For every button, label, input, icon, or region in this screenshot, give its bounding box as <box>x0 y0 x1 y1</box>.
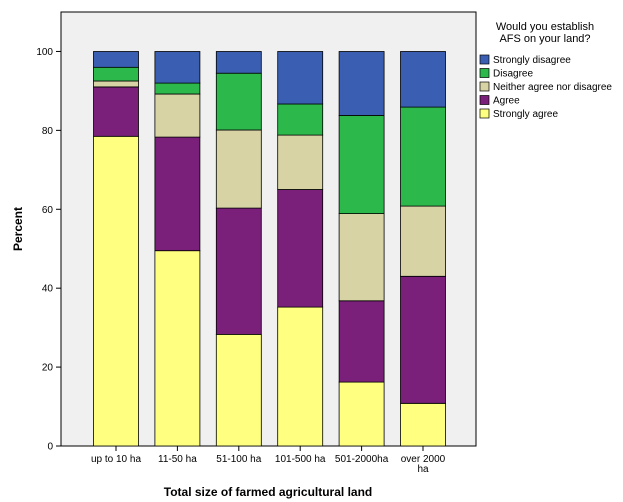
bar-segment-c5-s4 <box>400 51 446 108</box>
legend-label-2: Neither agree nor disagree <box>493 82 612 93</box>
bar-segment-c3-s0 <box>277 306 324 447</box>
y-tick-label-0: 0 <box>47 442 53 453</box>
bar-segment-c1-s2 <box>154 93 201 138</box>
bar-segment-c2-s2 <box>215 129 262 209</box>
bar-segment-c0-s3 <box>93 66 139 82</box>
bar-segment-c5-s3 <box>400 106 446 207</box>
x-tick-label-0: up to 10 ha <box>91 454 141 465</box>
legend-swatch-2 <box>479 81 490 92</box>
bar-segment-c5-s2 <box>400 205 446 277</box>
y-tick-label-1: 20 <box>42 363 54 374</box>
x-tick-label-1: 11-50 ha <box>158 454 197 465</box>
bar-segment-c4-s3 <box>338 115 385 214</box>
x-tick-label-2: 51-100 ha <box>216 454 261 465</box>
legend-swatch-1 <box>479 68 490 78</box>
bar-segment-c3-s1 <box>277 189 324 308</box>
bar-segment-c2-s1 <box>215 207 262 335</box>
bar-segment-c3-s4 <box>277 51 324 105</box>
legend-swatch-4 <box>479 108 490 119</box>
bar-segment-c2-s4 <box>215 51 262 74</box>
y-tick-label-2: 40 <box>42 284 54 295</box>
bar-segment-c1-s0 <box>154 250 201 447</box>
bar-segment-c4-s1 <box>338 300 385 383</box>
bar-segment-c0-s0 <box>93 135 139 447</box>
legend-label-1: Disagree <box>493 69 533 80</box>
bar-segment-c5-s0 <box>400 402 446 447</box>
legend-swatch-0 <box>479 54 490 65</box>
bar-segment-c0-s1 <box>93 86 139 137</box>
bar-segment-c0-s2 <box>93 80 139 88</box>
bar-segment-c3-s3 <box>277 103 324 136</box>
legend-title-line-1: AFS on your land? <box>499 33 590 45</box>
y-tick-label-5: 100 <box>36 47 53 58</box>
bar-segment-c1-s3 <box>154 82 201 95</box>
bars-group <box>93 51 446 447</box>
bar-segment-c2-s3 <box>215 72 262 131</box>
bar-segment-c5-s1 <box>400 275 446 404</box>
bar-segment-c0-s4 <box>93 51 139 68</box>
x-tick-label-3: 101-500 ha <box>275 454 326 465</box>
bar-segment-c1-s4 <box>154 51 201 84</box>
y-tick-label-3: 60 <box>42 205 54 216</box>
legend-label-0: Strongly disagree <box>493 55 571 66</box>
bar-segment-c3-s2 <box>277 134 324 190</box>
y-axis-title: Percent <box>11 207 25 251</box>
legend-label-4: Strongly agree <box>493 109 558 120</box>
x-axis: up to 10 ha 11-50 ha 51-100 ha 101-500 ha 50… <box>91 446 446 475</box>
y-tick-label-4: 80 <box>42 126 54 137</box>
bar-segment-c4-s2 <box>338 213 385 302</box>
y-axis: 0 20 40 60 80 100 <box>36 47 61 453</box>
legend-label-3: Agree <box>493 96 520 107</box>
x-axis-title: Total size of farmed agricultural land <box>164 485 372 499</box>
legend-title-line-0: Would you establish <box>496 21 594 33</box>
bar-segment-c2-s0 <box>215 333 262 447</box>
bar-segment-c1-s1 <box>154 136 201 252</box>
bar-segment-c4-s0 <box>338 381 385 447</box>
x-tick-label-5: over 2000 ha <box>401 454 446 475</box>
bar-segment-c4-s4 <box>338 51 385 116</box>
x-tick-label-4: 501-2000ha <box>335 454 389 465</box>
legend-swatch-3 <box>479 95 490 105</box>
